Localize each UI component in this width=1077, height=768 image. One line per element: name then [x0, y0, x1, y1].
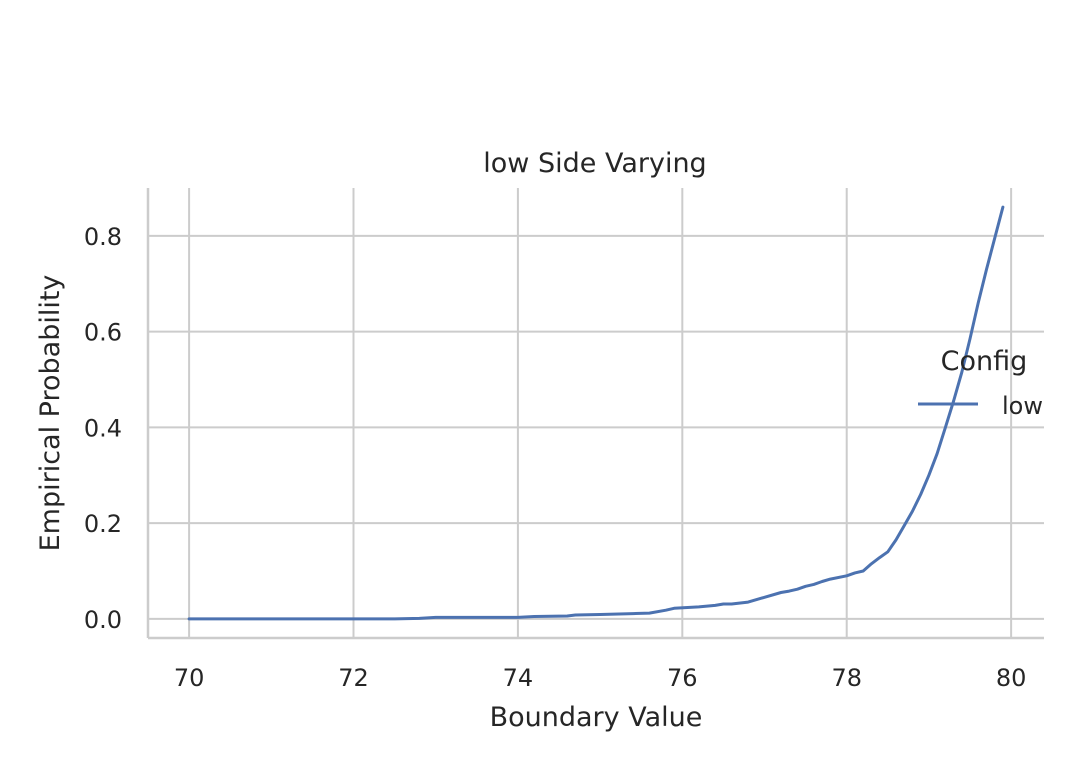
legend: Config low — [918, 346, 1043, 420]
y-tick-label: 0.2 — [84, 510, 122, 538]
axis-spines — [146, 188, 1044, 640]
x-tick-label: 72 — [338, 664, 369, 692]
y-axis-title: Empirical Probability — [35, 275, 66, 552]
legend-title: Config — [941, 346, 1028, 377]
y-tick-label: 0.6 — [84, 319, 122, 347]
y-tick-label: 0.4 — [84, 414, 122, 442]
x-tick-label: 76 — [667, 664, 698, 692]
series-layer — [187, 205, 1005, 621]
x-tick-label: 78 — [831, 664, 862, 692]
y-tick-label: 0.0 — [84, 606, 122, 634]
legend-label-low: low — [1002, 392, 1043, 420]
x-tick-label: 74 — [503, 664, 534, 692]
x-tick-label: 70 — [174, 664, 205, 692]
chart-title: low Side Varying — [483, 148, 706, 179]
x-tick-labels: 70 72 74 76 78 80 — [174, 664, 1027, 692]
x-tick-label: 80 — [996, 664, 1027, 692]
y-tick-labels: 0.0 0.2 0.4 0.6 0.8 — [84, 223, 122, 634]
series-line-low — [187, 205, 1005, 621]
y-tick-label: 0.8 — [84, 223, 122, 251]
x-axis-title: Boundary Value — [490, 702, 703, 733]
grid-lines — [148, 188, 1044, 638]
